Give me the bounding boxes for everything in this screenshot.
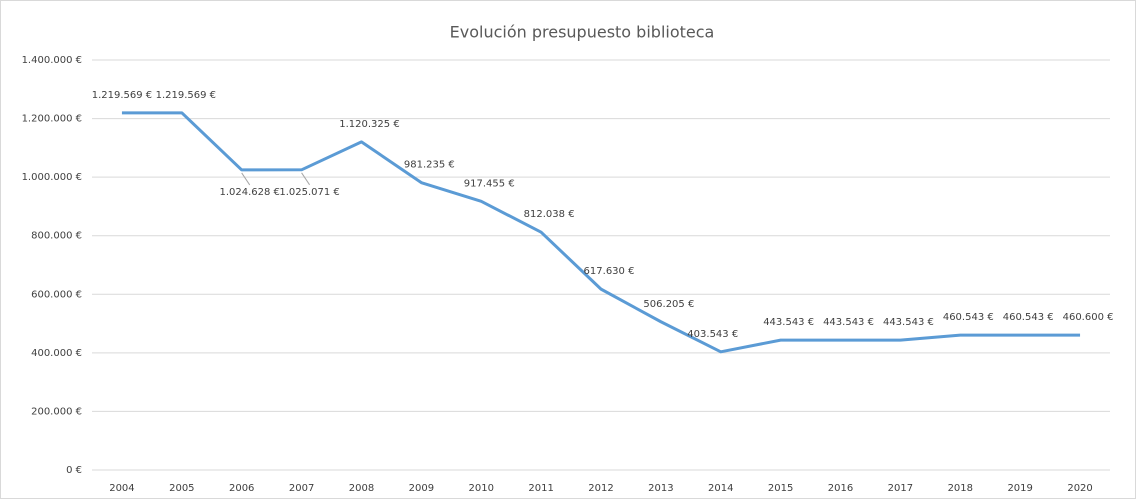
data-label: 917.455 € <box>464 178 515 189</box>
x-tick-label: 2019 <box>1007 483 1032 494</box>
leader-line <box>241 172 251 186</box>
y-tick-label: 400.000 € <box>31 348 82 359</box>
y-tick-label: 1.200.000 € <box>22 114 82 125</box>
x-tick-label: 2007 <box>289 483 314 494</box>
x-tick-label: 2010 <box>469 483 494 494</box>
data-label: 1.024.628 € <box>219 187 279 198</box>
x-tick-label: 2005 <box>169 483 194 494</box>
chart-title: Evolución presupuesto biblioteca <box>450 23 715 42</box>
data-label: 1.025.071 € <box>279 187 339 198</box>
x-tick-label: 2014 <box>708 483 733 494</box>
x-tick-label: 2017 <box>888 483 913 494</box>
data-label: 460.600 € <box>1063 312 1114 323</box>
data-label: 617.630 € <box>584 266 635 277</box>
data-label: 443.543 € <box>823 317 874 328</box>
y-tick-label: 600.000 € <box>31 289 82 300</box>
x-tick-label: 2004 <box>109 483 134 494</box>
x-tick-label: 2009 <box>409 483 434 494</box>
data-label: 403.543 € <box>687 329 738 340</box>
y-tick-label: 800.000 € <box>31 231 82 242</box>
x-tick-label: 2006 <box>229 483 254 494</box>
data-label: 443.543 € <box>763 317 814 328</box>
x-tick-label: 2018 <box>948 483 973 494</box>
x-tick-label: 2011 <box>528 483 553 494</box>
line-series <box>121 111 1081 354</box>
y-tick-label: 200.000 € <box>31 406 82 417</box>
data-label: 443.543 € <box>883 317 934 328</box>
leader-line <box>301 172 311 186</box>
y-tick-label: 1.000.000 € <box>22 172 82 183</box>
data-label: 460.543 € <box>1003 312 1054 323</box>
x-tick-label: 2013 <box>648 483 673 494</box>
x-tick-label: 2008 <box>349 483 374 494</box>
y-tick-label: 1.400.000 € <box>22 55 82 66</box>
x-tick-label: 2020 <box>1067 483 1092 494</box>
x-tick-label: 2016 <box>828 483 853 494</box>
data-label: 981.235 € <box>404 160 455 171</box>
data-label: 1.120.325 € <box>339 119 399 130</box>
data-label: 1.219.569 € <box>156 90 216 101</box>
y-tick-label: 0 € <box>66 465 82 476</box>
data-label: 812.038 € <box>524 209 575 220</box>
data-label: 1.219.569 € <box>92 90 152 101</box>
data-label: 506.205 € <box>643 299 694 310</box>
x-tick-label: 2012 <box>588 483 613 494</box>
x-tick-label: 2015 <box>768 483 793 494</box>
data-label: 460.543 € <box>943 312 994 323</box>
